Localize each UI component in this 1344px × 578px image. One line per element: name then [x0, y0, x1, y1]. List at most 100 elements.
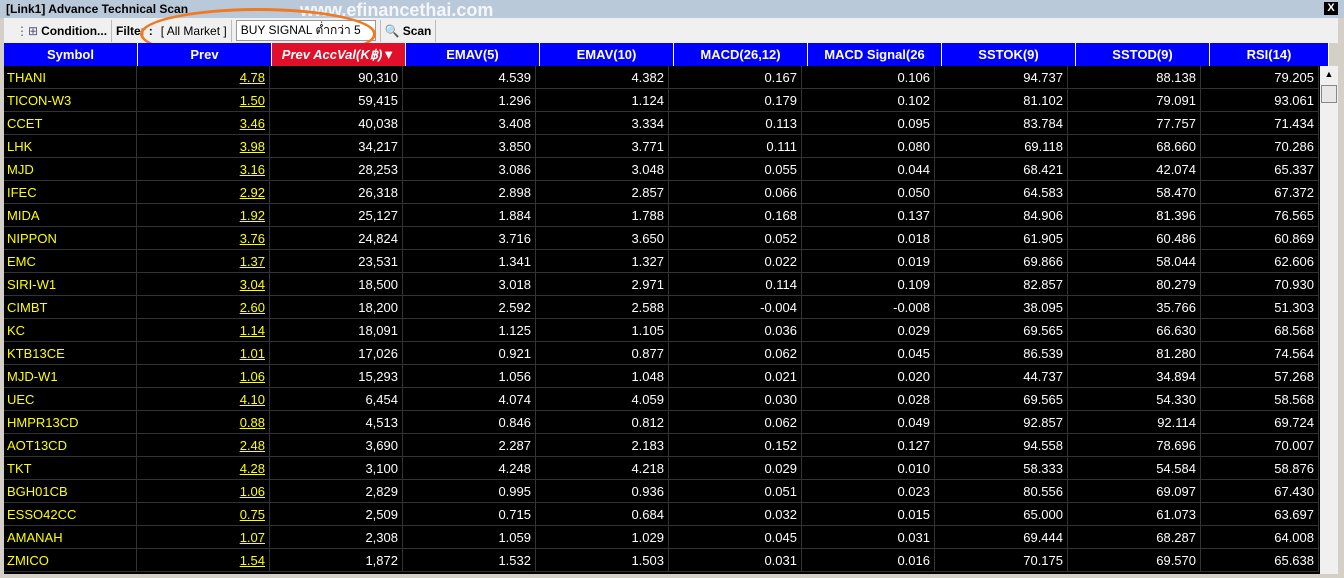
prev-link[interactable]: 4.28	[137, 457, 270, 480]
prev-link[interactable]: 1.54	[137, 549, 270, 572]
value-cell: 0.106	[802, 66, 935, 89]
prev-link[interactable]: 4.10	[137, 388, 270, 411]
value-cell: 0.023	[802, 480, 935, 503]
table-row[interactable]: NIPPON 3.76 24,824 3.716 3.650 0.052 0.018 61.9…	[4, 227, 1320, 250]
table-row[interactable]: TKT 4.28 3,100 4.248 4.218 0.029 0.010 58.333 54…	[4, 457, 1320, 480]
symbol-cell: HMPR13CD	[4, 411, 137, 434]
prev-link[interactable]: 2.48	[137, 434, 270, 457]
symbol-cell: MJD	[4, 158, 137, 181]
table-row[interactable]: AMANAH 1.07 2,308 1.059 1.029 0.045 0.031 69.44…	[4, 526, 1320, 549]
value-cell: 4.539	[403, 66, 536, 89]
prev-link[interactable]: 2.60	[137, 296, 270, 319]
symbol-cell: AMANAH	[4, 526, 137, 549]
value-cell: 0.179	[669, 89, 802, 112]
close-button[interactable]: X	[1324, 2, 1338, 15]
value-cell: 76.565	[1201, 204, 1319, 227]
value-cell: 1.125	[403, 319, 536, 342]
table-row[interactable]: THANI 4.78 90,310 4.539 4.382 0.167 0.106 94.73…	[4, 66, 1320, 89]
column-header[interactable]: EMAV(5)	[406, 43, 540, 66]
table-row[interactable]: SIRI-W1 3.04 18,500 3.018 2.971 0.114 0.109 82.…	[4, 273, 1320, 296]
prev-link[interactable]: 1.01	[137, 342, 270, 365]
value-cell: 1.029	[536, 526, 669, 549]
prev-link[interactable]: 3.04	[137, 273, 270, 296]
value-cell: 92.857	[935, 411, 1068, 434]
table-row[interactable]: KTB13CE 1.01 17,026 0.921 0.877 0.062 0.045 86.…	[4, 342, 1320, 365]
scan-button[interactable]: 🔍 Scan	[379, 19, 437, 42]
table-row[interactable]: AOT13CD 2.48 3,690 2.287 2.183 0.152 0.127 94.5…	[4, 434, 1320, 457]
value-cell: 4.218	[536, 457, 669, 480]
table-row[interactable]: CIMBT 2.60 18,200 2.592 2.588 -0.004 -0.008 38.…	[4, 296, 1320, 319]
value-cell: 1.341	[403, 250, 536, 273]
condition-icon: ⋮⊞	[16, 23, 39, 38]
scrollbar[interactable]: ▲	[1320, 66, 1338, 574]
prev-link[interactable]: 3.46	[137, 112, 270, 135]
value-cell: 60.486	[1068, 227, 1201, 250]
column-header[interactable]: Symbol	[4, 43, 138, 66]
value-cell: 18,500	[270, 273, 403, 296]
prev-link[interactable]: 3.98	[137, 135, 270, 158]
table-row[interactable]: UEC 4.10 6,454 4.074 4.059 0.030 0.028 69.565 54…	[4, 388, 1320, 411]
value-cell: 59,415	[270, 89, 403, 112]
value-cell: 92.114	[1068, 411, 1201, 434]
value-cell: 70.930	[1201, 273, 1319, 296]
prev-link[interactable]: 1.37	[137, 250, 270, 273]
column-header[interactable]: Prev	[138, 43, 272, 66]
value-cell: 3.850	[403, 135, 536, 158]
table-row[interactable]: MJD-W1 1.06 15,293 1.056 1.048 0.021 0.020 44.7…	[4, 365, 1320, 388]
value-cell: 2.183	[536, 434, 669, 457]
table-row[interactable]: ESSO42CC 0.75 2,509 0.715 0.684 0.032 0.015 65.…	[4, 503, 1320, 526]
table-row[interactable]: LHK 3.98 34,217 3.850 3.771 0.111 0.080 69.118 6…	[4, 135, 1320, 158]
column-header[interactable]: Prev AccVal(K฿)▼	[272, 43, 406, 66]
table-row[interactable]: CCET 3.46 40,038 3.408 3.334 0.113 0.095 83.784…	[4, 112, 1320, 135]
value-cell: 80.279	[1068, 273, 1201, 296]
table-row[interactable]: ZMICO 1.54 1,872 1.532 1.503 0.031 0.016 70.175…	[4, 549, 1320, 572]
symbol-cell: SIRI-W1	[4, 273, 137, 296]
column-header[interactable]: MACD Signal(26	[808, 43, 942, 66]
value-cell: 61.073	[1068, 503, 1201, 526]
prev-link[interactable]: 1.06	[137, 480, 270, 503]
prev-link[interactable]: 1.50	[137, 89, 270, 112]
scroll-thumb[interactable]	[1321, 85, 1337, 103]
value-cell: 0.028	[802, 388, 935, 411]
table-row[interactable]: TICON-W3 1.50 59,415 1.296 1.124 0.179 0.102 81…	[4, 89, 1320, 112]
value-cell: 0.113	[669, 112, 802, 135]
column-header[interactable]: SSTOD(9)	[1076, 43, 1210, 66]
prev-link[interactable]: 3.76	[137, 227, 270, 250]
prev-link[interactable]: 1.14	[137, 319, 270, 342]
value-cell: 2.898	[403, 181, 536, 204]
prev-link[interactable]: 4.78	[137, 66, 270, 89]
symbol-cell: KC	[4, 319, 137, 342]
table-row[interactable]: IFEC 2.92 26,318 2.898 2.857 0.066 0.050 64.583…	[4, 181, 1320, 204]
prev-link[interactable]: 2.92	[137, 181, 270, 204]
table-row[interactable]: BGH01CB 1.06 2,829 0.995 0.936 0.051 0.023 80.5…	[4, 480, 1320, 503]
column-header[interactable]: MACD(26,12)	[674, 43, 808, 66]
value-cell: 81.396	[1068, 204, 1201, 227]
prev-link[interactable]: 3.16	[137, 158, 270, 181]
value-cell: 1.059	[403, 526, 536, 549]
prev-link[interactable]: 1.07	[137, 526, 270, 549]
column-header[interactable]: RSI(14)	[1210, 43, 1329, 66]
value-cell: 0.095	[802, 112, 935, 135]
column-header[interactable]: SSTOK(9)	[942, 43, 1076, 66]
prev-link[interactable]: 0.88	[137, 411, 270, 434]
symbol-cell: KTB13CE	[4, 342, 137, 365]
scroll-up-icon[interactable]: ▲	[1324, 69, 1334, 79]
prev-link[interactable]: 1.06	[137, 365, 270, 388]
value-cell: 69.444	[935, 526, 1068, 549]
symbol-cell: NIPPON	[4, 227, 137, 250]
condition-button[interactable]: ⋮⊞ Condition...	[4, 19, 113, 42]
prev-link[interactable]: 1.92	[137, 204, 270, 227]
table-row[interactable]: KC 1.14 18,091 1.125 1.105 0.036 0.029 69.565 66…	[4, 319, 1320, 342]
table-row[interactable]: MIDA 1.92 25,127 1.884 1.788 0.168 0.137 84.906…	[4, 204, 1320, 227]
value-cell: 0.877	[536, 342, 669, 365]
scan-label: Scan	[402, 23, 432, 38]
column-header[interactable]: EMAV(10)	[540, 43, 674, 66]
value-cell: 64.583	[935, 181, 1068, 204]
table-row[interactable]: MJD 3.16 28,253 3.086 3.048 0.055 0.044 68.421 4…	[4, 158, 1320, 181]
value-cell: 3.334	[536, 112, 669, 135]
value-cell: 67.430	[1201, 480, 1319, 503]
value-cell: 0.029	[669, 457, 802, 480]
table-row[interactable]: HMPR13CD 0.88 4,513 0.846 0.812 0.062 0.049 92.…	[4, 411, 1320, 434]
prev-link[interactable]: 0.75	[137, 503, 270, 526]
table-row[interactable]: EMC 1.37 23,531 1.341 1.327 0.022 0.019 69.866 5…	[4, 250, 1320, 273]
